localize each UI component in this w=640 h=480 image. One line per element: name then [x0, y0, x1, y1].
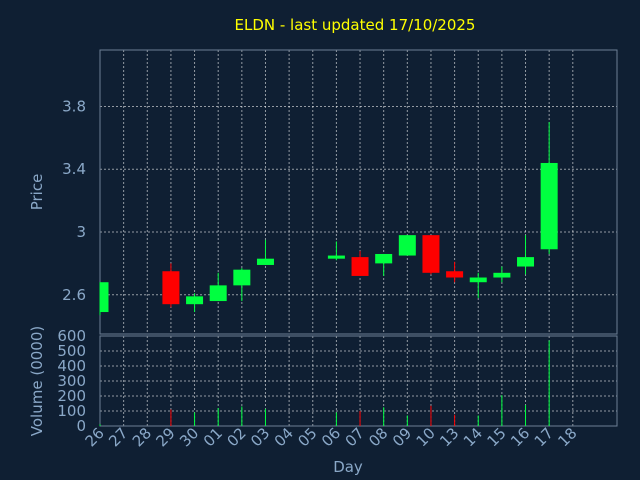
x-tick-label: 18 — [554, 424, 580, 450]
price-axis-label: Price — [28, 174, 46, 211]
x-axis-label: Day — [333, 458, 363, 476]
plot-frame — [99, 49, 618, 427]
x-tick-label: 03 — [247, 424, 273, 450]
candle-body-15 — [493, 272, 511, 278]
x-tick-label: 13 — [436, 424, 462, 450]
candle-body-26 — [100, 282, 109, 313]
volume-plot-frame — [99, 335, 618, 427]
price-tick-label: 3.4 — [62, 160, 86, 178]
candle-body-01 — [209, 285, 227, 302]
x-tick-label: 05 — [294, 424, 320, 450]
x-tick-label: 02 — [223, 424, 249, 450]
candle-body-30 — [186, 296, 204, 305]
volume-axis-label: Volume (0000) — [28, 326, 46, 436]
candle-body-07 — [351, 257, 369, 276]
candle-body-17 — [540, 162, 558, 250]
volume-tick-label: 100 — [57, 402, 86, 420]
x-tick-label: 10 — [413, 424, 439, 450]
x-tick-label: 29 — [153, 424, 179, 450]
volume-tick-label: 500 — [57, 342, 86, 360]
candle-body-29 — [162, 271, 180, 305]
candle-body-03 — [256, 258, 274, 265]
volume-tick-label: 600 — [57, 327, 86, 345]
x-tick-label: 30 — [176, 424, 202, 450]
x-tick-label: 06 — [318, 424, 344, 450]
x-tick-label: 27 — [105, 424, 131, 450]
price-plot-frame — [99, 49, 618, 335]
price-tick-label: 2.6 — [62, 286, 86, 304]
price-marks — [99, 122, 558, 316]
x-tick-label: 15 — [483, 424, 509, 450]
volume-tick-label: 200 — [57, 387, 86, 405]
candle-body-16 — [517, 257, 535, 267]
price-tick-label: 3.8 — [62, 97, 86, 115]
volume-tick-label: 0 — [76, 417, 86, 435]
x-tick-label: 04 — [271, 424, 297, 450]
x-tick-label: 07 — [342, 424, 368, 450]
x-tick-label: 09 — [389, 424, 415, 450]
x-tick-label: 08 — [365, 424, 391, 450]
volume-tick-label: 400 — [57, 357, 86, 375]
volume-marks — [99, 340, 550, 426]
grid — [100, 50, 617, 427]
candle-body-08 — [375, 253, 393, 264]
price-tick-label: 3 — [76, 223, 86, 241]
chart-title: ELDN - last updated 17/10/2025 — [235, 16, 476, 34]
x-tick-label: 14 — [460, 424, 486, 450]
candle-body-02 — [233, 269, 251, 286]
candle-body-06 — [327, 255, 345, 259]
candle-body-13 — [446, 271, 464, 278]
candle-body-10 — [422, 235, 440, 273]
x-tick-label: 16 — [507, 424, 533, 450]
candle-body-14 — [469, 277, 487, 283]
x-tick-label: 17 — [531, 424, 557, 450]
candle-body-09 — [398, 235, 416, 256]
x-tick-label: 28 — [129, 424, 155, 450]
volume-tick-label: 300 — [57, 372, 86, 390]
x-tick-label: 01 — [200, 424, 226, 450]
